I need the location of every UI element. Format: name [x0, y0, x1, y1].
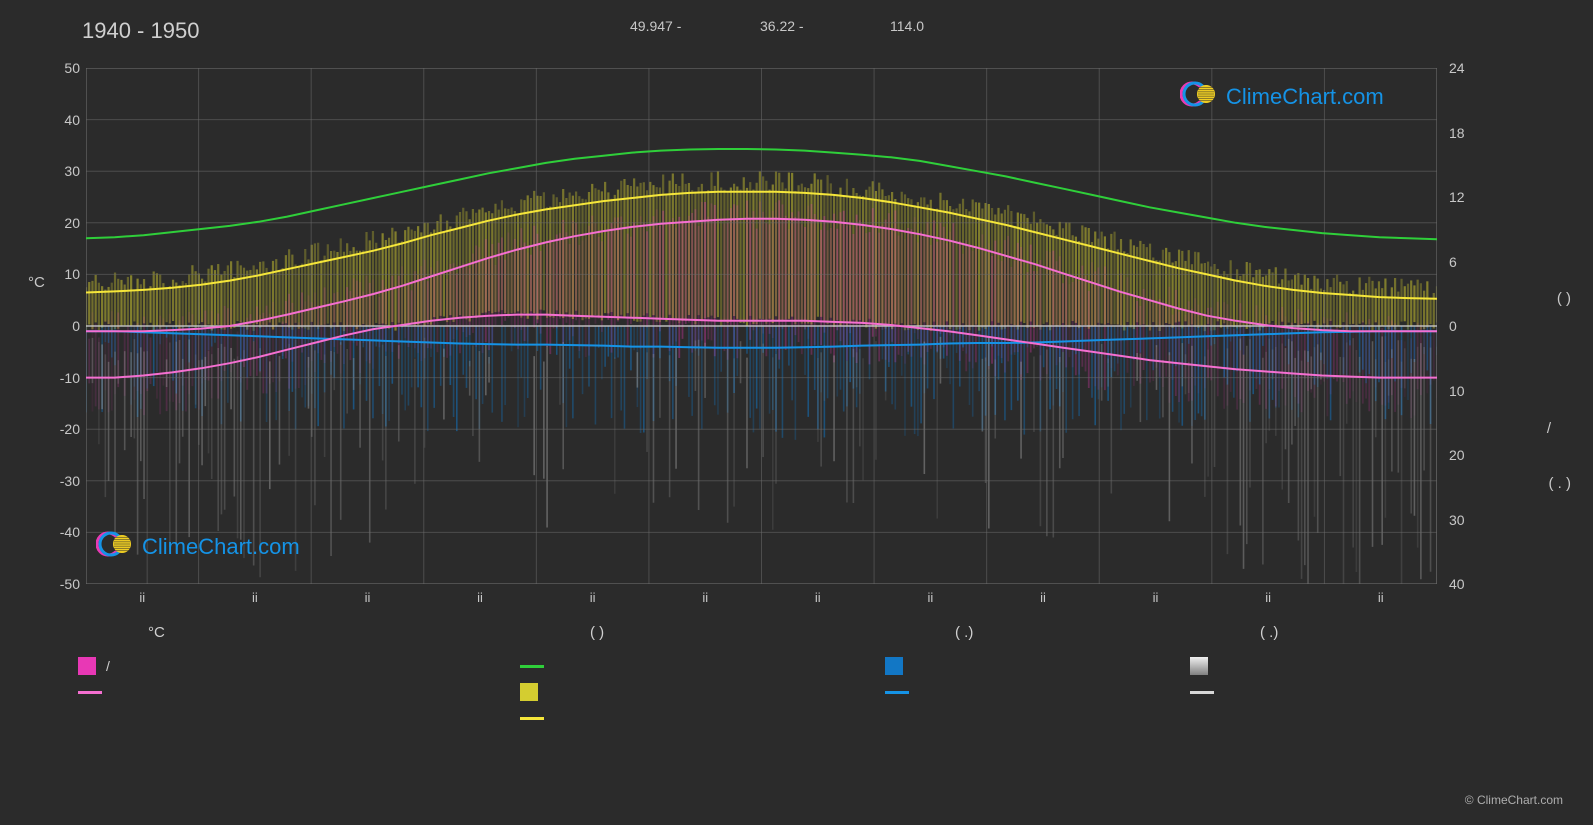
y-left-tick: -30: [40, 473, 80, 489]
legend-header: ( ): [590, 624, 604, 641]
legend-item: [520, 653, 604, 679]
top-coord-alt: 114.0: [890, 18, 924, 34]
y-left-tick: 50: [40, 60, 80, 76]
y-right-title-top: ( ): [1557, 290, 1571, 307]
climechart-logo-icon: [1180, 80, 1220, 114]
y-left-tick: 20: [40, 215, 80, 231]
legend-item: /: [78, 653, 165, 679]
legend-header: ( .): [1260, 624, 1278, 641]
legend-item-label: /: [106, 658, 110, 674]
x-tick: ii: [252, 590, 258, 605]
chart-root: 1940 - 1950 49.947 - 36.22 - 114.0 °C ( …: [0, 0, 1593, 825]
legend-swatch-square: [885, 657, 903, 675]
x-tick: ii: [1265, 590, 1271, 605]
y-left-tick: 30: [40, 163, 80, 179]
y-left-tick: -10: [40, 370, 80, 386]
y-right-tick: 24: [1449, 60, 1465, 76]
y-right-tick: 30: [1449, 512, 1465, 528]
y-left-tick: -40: [40, 524, 80, 540]
y-left-tick: 40: [40, 112, 80, 128]
legend-header: °C: [148, 624, 165, 641]
legend-item: [520, 705, 604, 731]
y-right-tick: 10: [1449, 383, 1465, 399]
legend-swatch-line: [885, 691, 909, 694]
legend-item: [1190, 653, 1278, 679]
y-left-tick: -20: [40, 421, 80, 437]
legend-column: °C /: [78, 624, 165, 705]
x-tick: ii: [477, 590, 483, 605]
y-right-tick: 18: [1449, 125, 1465, 141]
legend-swatch-line: [520, 665, 544, 668]
top-coord-lat: 49.947 -: [630, 18, 681, 34]
y-left-tick: 0: [40, 318, 80, 334]
y-left-tick: 10: [40, 266, 80, 282]
y-left-tick: -50: [40, 576, 80, 592]
legend-item: [78, 679, 165, 705]
y-right-tick: 6: [1449, 254, 1457, 270]
legend-column: ( .): [1190, 624, 1278, 705]
legend-swatch-line: [78, 691, 102, 694]
x-tick: ii: [365, 590, 371, 605]
legend-swatch-square: [1190, 657, 1208, 675]
climechart-logo-icon: [96, 530, 136, 564]
year-range-title: 1940 - 1950: [82, 18, 199, 44]
y-right-title-bottom: ( . ): [1549, 475, 1572, 492]
legend-swatch-square: [78, 657, 96, 675]
y-right-tick: 20: [1449, 447, 1465, 463]
x-tick: ii: [590, 590, 596, 605]
y-right-tick: 12: [1449, 189, 1465, 205]
brand-text: ClimeChart.com: [1226, 84, 1384, 110]
x-tick: ii: [1040, 590, 1046, 605]
legend-item: [520, 679, 604, 705]
x-tick: ii: [927, 590, 933, 605]
x-tick: ii: [815, 590, 821, 605]
copyright-text: © ClimeChart.com: [1465, 793, 1563, 807]
y-right-slash: /: [1547, 420, 1551, 437]
legend-item: [885, 679, 973, 705]
legend-swatch-square: [520, 683, 538, 701]
legend-column: ( ): [520, 624, 604, 731]
legend-swatch-line: [1190, 691, 1214, 694]
brand-logo-top-right: ClimeChart.com: [1180, 80, 1384, 114]
brand-logo-bottom-left: ClimeChart.com: [96, 530, 300, 564]
legend-header: ( .): [955, 624, 973, 641]
legend-column: ( .): [885, 624, 973, 705]
x-tick: ii: [139, 590, 145, 605]
top-coord-lon: 36.22 -: [760, 18, 804, 34]
climate-chart-plot: [86, 68, 1437, 584]
y-right-tick: 40: [1449, 576, 1465, 592]
brand-text: ClimeChart.com: [142, 534, 300, 560]
y-right-tick: 0: [1449, 318, 1457, 334]
legend-item: [885, 653, 973, 679]
legend-swatch-line: [520, 717, 544, 720]
legend-item: [1190, 679, 1278, 705]
x-tick: ii: [702, 590, 708, 605]
x-tick: ii: [1378, 590, 1384, 605]
x-tick: ii: [1153, 590, 1159, 605]
